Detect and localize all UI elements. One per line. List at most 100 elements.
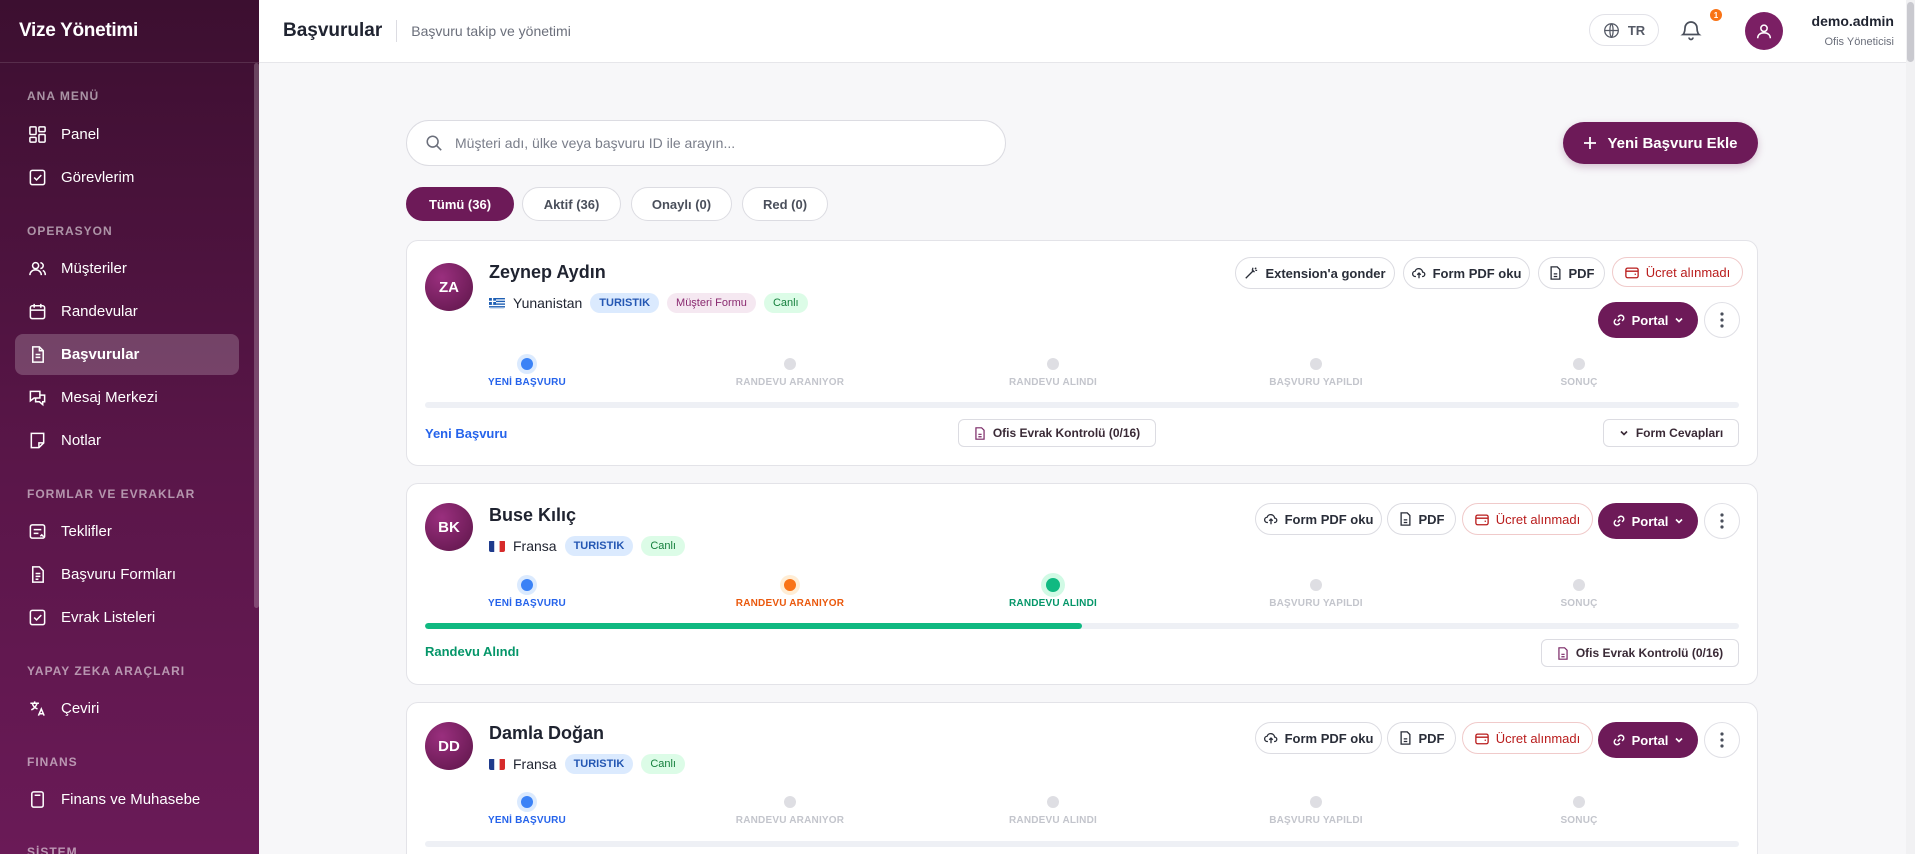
office-document-check-button[interactable]: Ofis Evrak Kontrolü (0/16) xyxy=(1541,639,1739,667)
read-form-pdf-label: Form PDF oku xyxy=(1284,730,1374,746)
filter-tab-all[interactable]: Tümü (36) xyxy=(406,187,514,221)
cloud-upload-icon xyxy=(1411,268,1425,279)
sidebar-item-label: Başvurular xyxy=(61,346,140,363)
filter-tab-active[interactable]: Aktif (36) xyxy=(522,187,621,221)
applicant-name[interactable]: Damla Doğan xyxy=(489,723,605,743)
step-searching-appointment: RANDEVU ARANIYOR xyxy=(690,579,890,609)
step-application-made: BAŞVURU YAPILDI xyxy=(1216,796,1416,826)
sidebar-item-label: Müşteriler xyxy=(61,260,127,277)
more-options-button[interactable] xyxy=(1704,503,1740,539)
search-bar[interactable] xyxy=(406,120,1006,166)
chevron-down-icon xyxy=(1675,518,1683,524)
filter-tab-approved[interactable]: Onaylı (0) xyxy=(631,187,732,221)
step-label: RANDEVU ALINDI xyxy=(1009,598,1097,609)
read-form-pdf-button[interactable]: Form PDF oku xyxy=(1255,503,1382,535)
form-answers-button[interactable]: Form Cevapları xyxy=(1603,419,1739,447)
fee-status-label: Ücret alınmadı xyxy=(1645,264,1731,280)
step-dot xyxy=(1310,358,1322,370)
pdf-file-icon xyxy=(1549,266,1561,280)
step-label: YENİ BAŞVURU xyxy=(488,598,566,609)
section-title-forms: FORMLAR VE EVRAKLAR xyxy=(27,487,196,501)
bell-icon[interactable] xyxy=(1679,17,1703,43)
new-application-label: Yeni Başvuru Ekle xyxy=(1607,134,1738,152)
form-icon xyxy=(31,566,44,583)
section-title-ai: YAPAY ZEKA ARAÇLARI xyxy=(27,664,186,678)
sidebar-item-messages[interactable]: Mesaj Merkezi xyxy=(15,377,239,418)
step-label: SONUÇ xyxy=(1560,815,1598,826)
sidebar-item-finance[interactable]: Finans ve Muhasebe xyxy=(15,779,239,820)
portal-label: Portal xyxy=(1631,513,1669,529)
portal-button[interactable]: Portal xyxy=(1598,503,1698,539)
step-dot xyxy=(784,796,796,808)
more-options-button[interactable] xyxy=(1704,722,1740,758)
wallet-icon xyxy=(1624,266,1639,278)
sidebar-item-panel[interactable]: Panel xyxy=(15,114,239,155)
read-form-pdf-button[interactable]: Form PDF oku xyxy=(1403,257,1530,289)
sidebar-item-translation[interactable]: Çeviri xyxy=(15,688,239,729)
filter-tab-rejected[interactable]: Red (0) xyxy=(742,187,828,221)
sidebar-item-label: Finans ve Muhasebe xyxy=(61,791,201,808)
scrollbar-thumb[interactable] xyxy=(1907,2,1914,62)
checklist-icon xyxy=(29,609,46,626)
status-text: Yeni Başvuru xyxy=(425,426,508,441)
pdf-button[interactable]: PDF xyxy=(1538,257,1605,289)
more-vertical-icon xyxy=(1720,312,1724,328)
user-name[interactable]: demo.admin xyxy=(1811,13,1894,29)
applicant-avatar: BK xyxy=(425,503,473,551)
sidebar-item-appointments[interactable]: Randevular xyxy=(15,291,239,332)
language-button[interactable]: TR xyxy=(1589,14,1659,46)
page-subtitle: Başvuru takip ve yönetimi xyxy=(411,23,571,39)
send-extension-button[interactable]: Extension'a gonder xyxy=(1235,257,1395,289)
step-dot xyxy=(1310,579,1322,591)
search-input[interactable] xyxy=(455,135,975,151)
users-icon xyxy=(29,261,47,276)
sidebar-item-label: Mesaj Merkezi xyxy=(61,389,158,406)
portal-button[interactable]: Portal xyxy=(1598,302,1698,338)
brand-logo[interactable]: Vize Yönetimi xyxy=(0,0,259,63)
sidebar-item-document-lists[interactable]: Evrak Listeleri xyxy=(15,597,239,638)
sidebar-item-notes[interactable]: Notlar xyxy=(15,420,239,461)
calendar-icon xyxy=(29,303,46,320)
sidebar-item-customers[interactable]: Müşteriler xyxy=(15,248,239,289)
applicant-name[interactable]: Buse Kılıç xyxy=(489,505,577,525)
fee-not-received-button[interactable]: Ücret alınmadı xyxy=(1462,503,1593,535)
user-avatar[interactable] xyxy=(1745,12,1783,50)
chevron-down-icon xyxy=(1675,317,1683,323)
portal-label: Portal xyxy=(1631,312,1669,328)
status-text: Randevu Alındı xyxy=(425,644,520,659)
pdf-button[interactable]: PDF xyxy=(1387,503,1456,535)
fee-not-received-button[interactable]: Ücret alınmadı xyxy=(1462,722,1593,754)
page-title: Başvurular xyxy=(283,20,383,41)
sidebar-item-tasks[interactable]: Görevlerim xyxy=(15,157,239,198)
sidebar-item-applications[interactable]: Başvurular xyxy=(15,334,239,375)
pdf-label: PDF xyxy=(1418,730,1445,746)
step-label: BAŞVURU YAPILDI xyxy=(1269,598,1363,609)
france-flag-icon xyxy=(489,758,505,770)
step-dot xyxy=(521,579,533,591)
pdf-button[interactable]: PDF xyxy=(1387,722,1456,754)
chevron-down-icon xyxy=(1675,737,1683,743)
more-options-button[interactable] xyxy=(1704,302,1740,338)
read-form-pdf-button[interactable]: Form PDF oku xyxy=(1255,722,1382,754)
chevron-down-icon xyxy=(1620,430,1628,436)
link-icon xyxy=(1613,734,1625,746)
step-dot xyxy=(1047,358,1059,370)
sidebar-item-label: Çeviri xyxy=(61,700,100,717)
portal-button[interactable]: Portal xyxy=(1598,722,1698,758)
language-label: TR xyxy=(1627,22,1646,38)
step-application-made: BAŞVURU YAPILDI xyxy=(1216,358,1416,388)
step-new-application: YENİ BAŞVURU xyxy=(427,796,627,826)
dashboard-icon xyxy=(29,126,46,143)
office-document-check-button[interactable]: Ofis Evrak Kontrolü (0/16) xyxy=(958,419,1156,447)
sidebar-scrollbar[interactable] xyxy=(254,63,259,608)
page-scrollbar[interactable] xyxy=(1906,0,1915,854)
link-icon xyxy=(1613,515,1625,527)
form-answers-label: Form Cevapları xyxy=(1635,426,1724,440)
applicant-name[interactable]: Zeynep Aydın xyxy=(489,262,606,282)
sidebar-item-application-forms[interactable]: Başvuru Formları xyxy=(15,554,239,595)
sidebar-item-offers[interactable]: Teklifler xyxy=(15,511,239,552)
new-application-button[interactable]: Yeni Başvuru Ekle xyxy=(1563,122,1758,164)
fee-not-received-button[interactable]: Ücret alınmadı xyxy=(1612,257,1743,287)
sidebar-item-label: Randevular xyxy=(61,303,138,320)
